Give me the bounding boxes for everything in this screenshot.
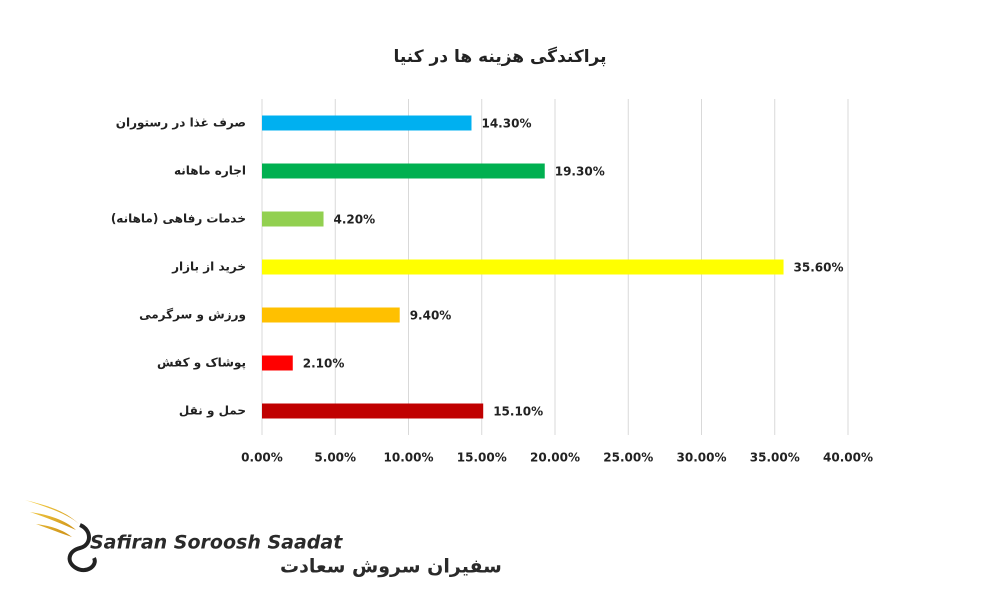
bar	[262, 259, 784, 275]
x-tick-label: 20.00%	[530, 451, 580, 465]
y-tick-label: اجاره ماهانه	[174, 164, 246, 178]
x-tick-label: 40.00%	[823, 451, 873, 465]
y-tick-label: حمل و نقل	[179, 404, 246, 419]
bar	[262, 115, 472, 131]
x-tick-label: 10.00%	[384, 451, 434, 465]
bar	[262, 307, 400, 323]
x-tick-label: 35.00%	[750, 451, 800, 465]
logo-swirl	[67, 523, 97, 573]
x-tick-label: 15.00%	[457, 451, 507, 465]
value-label: 2.10%	[303, 357, 345, 371]
value-label: 35.60%	[794, 261, 844, 275]
logo: Safiran Soroosh Saadat سفیران سروش سعادت	[25, 500, 502, 578]
x-tick-label: 5.00%	[314, 451, 356, 465]
logo-wing	[25, 500, 80, 537]
y-tick-label: خدمات رفاهی (ماهانه)	[111, 212, 246, 226]
y-tick-label: پوشاک و کفش	[157, 356, 246, 371]
bar	[262, 403, 484, 419]
value-label: 14.30%	[481, 117, 531, 131]
value-label: 19.30%	[555, 165, 605, 179]
value-label: 9.40%	[410, 309, 452, 323]
bar	[262, 355, 293, 371]
x-tick-label: 25.00%	[603, 451, 653, 465]
chart-title: پراکندگی هزینه ها در کنیا	[393, 46, 606, 67]
logo-name-fa: سفیران سروش سعادت	[280, 556, 502, 578]
value-label: 4.20%	[334, 213, 376, 227]
bar	[262, 163, 545, 179]
x-tick-label: 0.00%	[241, 451, 283, 465]
y-tick-label: خرید از بازار	[171, 260, 246, 274]
value-label: 15.10%	[493, 405, 543, 419]
y-tick-label: ورزش و سرگرمی	[139, 308, 246, 323]
y-tick-label: صرف غذا در رستوران	[116, 116, 246, 131]
logo-name: Safiran Soroosh Saadat	[90, 532, 343, 554]
bar	[262, 211, 324, 227]
x-tick-label: 30.00%	[677, 451, 727, 465]
